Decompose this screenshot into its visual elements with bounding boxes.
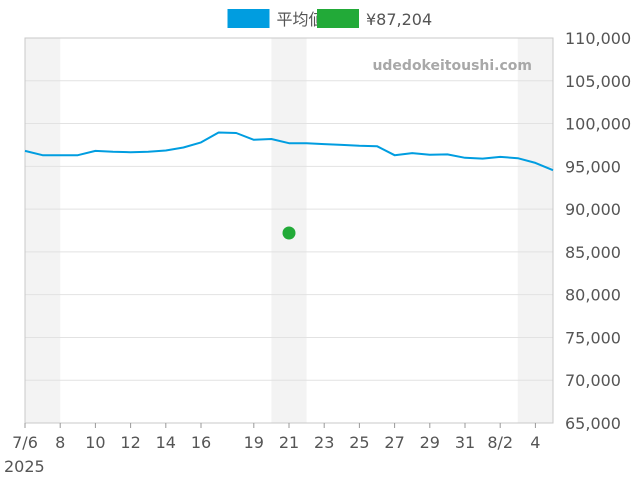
x-tick-label: 14 xyxy=(156,433,176,452)
x-tick-label: 25 xyxy=(349,433,369,452)
legend-label[interactable]: 平均値 xyxy=(277,10,325,29)
x-tick-label: 12 xyxy=(120,433,140,452)
x-tick-label: 7/6 xyxy=(12,433,38,452)
x-year-label: 2025 xyxy=(4,457,45,476)
x-tick-label: 16 xyxy=(191,433,211,452)
x-tick-label: 29 xyxy=(420,433,440,452)
x-tick-label: 21 xyxy=(279,433,299,452)
y-tick-label: 70,000 xyxy=(565,371,621,390)
x-tick-label: 8/2 xyxy=(487,433,513,452)
x-tick-label: 10 xyxy=(85,433,105,452)
y-tick-label: 75,000 xyxy=(565,328,621,347)
y-tick-label: 65,000 xyxy=(565,414,621,433)
y-tick-label: 110,000 xyxy=(565,29,631,48)
weekend-band xyxy=(517,38,553,423)
scatter-point-price xyxy=(282,226,296,240)
x-tick-label: 19 xyxy=(244,433,264,452)
series-line-average xyxy=(24,131,554,172)
x-tick-label: 4 xyxy=(530,433,540,452)
x-tick-label: 27 xyxy=(384,433,404,452)
y-tick-label: 80,000 xyxy=(565,286,621,305)
legend-label[interactable]: ¥87,204 xyxy=(366,10,432,29)
y-tick-label: 95,000 xyxy=(565,157,621,176)
watermark: udedokeitoushi.com xyxy=(372,58,532,74)
legend-swatch[interactable] xyxy=(227,9,270,28)
y-tick-label: 105,000 xyxy=(565,72,631,91)
x-tick-label: 23 xyxy=(314,433,334,452)
y-tick-label: 85,000 xyxy=(565,243,621,262)
y-tick-label: 100,000 xyxy=(565,115,631,134)
y-tick-label: 90,000 xyxy=(565,200,621,219)
x-tick-label: 31 xyxy=(455,433,475,452)
legend-swatch[interactable] xyxy=(317,9,359,28)
x-tick-label: 8 xyxy=(55,433,65,452)
weekend-band xyxy=(25,38,61,423)
